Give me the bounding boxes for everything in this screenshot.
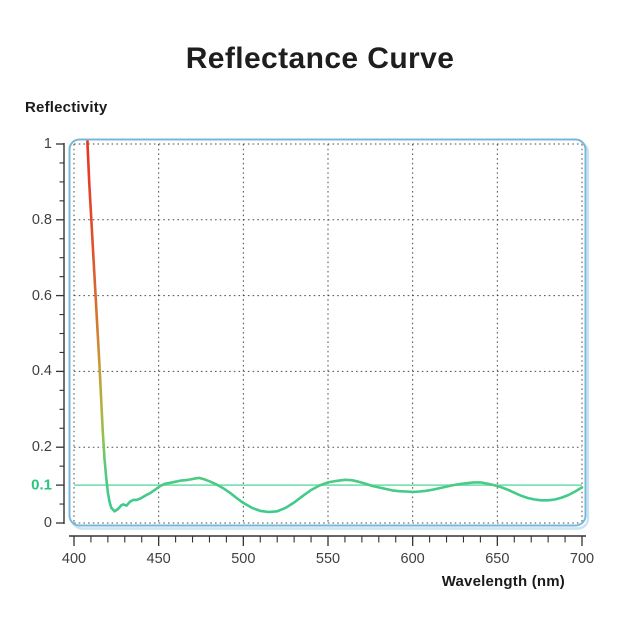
axis-rulers-and-ticks	[56, 143, 586, 546]
gridlines	[73, 143, 583, 524]
reflectance-curve	[86, 138, 584, 514]
y-tick-label: 0.2	[31, 439, 52, 456]
x-axis-title: Wavelength (nm)	[441, 573, 565, 590]
chart-frame	[68, 138, 587, 527]
y-tick-label-highlight: 0.1	[31, 476, 52, 494]
y-tick-label: 0.4	[31, 363, 52, 380]
y-tick-label: 1	[43, 136, 52, 152]
page-title: Reflectance Curve	[185, 42, 455, 75]
x-tick-label: 450	[146, 551, 171, 567]
x-tick-label: 500	[231, 551, 256, 567]
x-tick-label: 550	[315, 551, 341, 567]
y-axis-title: Reflectivity	[25, 99, 108, 116]
y-tick-label: 0.8	[31, 211, 52, 228]
x-tick-label: 600	[400, 551, 425, 567]
x-tick-label: 400	[61, 551, 87, 567]
x-tick-label: 650	[485, 551, 510, 567]
y-tick-label: 0.6	[31, 287, 52, 304]
y-tick-label: 0	[43, 515, 52, 531]
x-tick-label: 700	[569, 551, 595, 567]
